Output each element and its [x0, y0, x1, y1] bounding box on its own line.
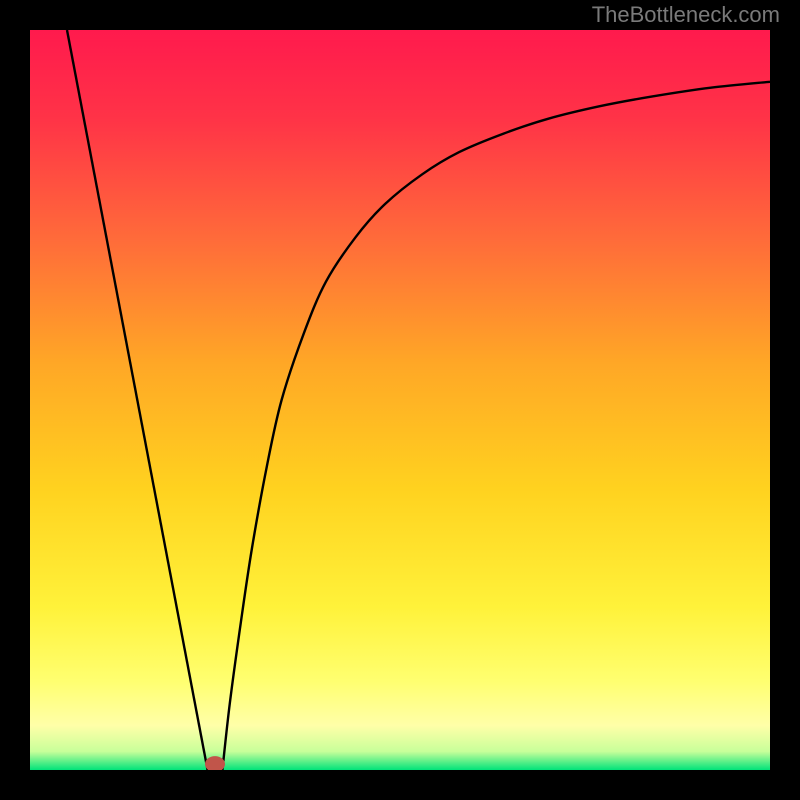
left-curve-segment	[67, 30, 208, 770]
plot-area	[30, 30, 770, 770]
right-curve-segment	[222, 82, 770, 770]
curve-layer	[30, 30, 770, 770]
chart-container: TheBottleneck.com	[0, 0, 800, 800]
watermark-text: TheBottleneck.com	[592, 2, 780, 28]
minimum-marker	[205, 756, 225, 770]
